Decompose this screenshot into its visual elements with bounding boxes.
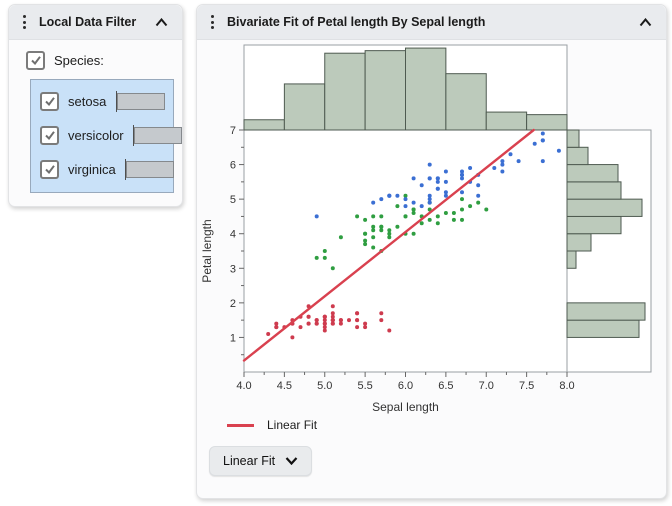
axes: 4.0 4.5 5.0 5.5 6.0 6.5 7.0 7.5 8.0 1 2 3 4 5 6 7 Sepal … bbox=[200, 125, 575, 414]
level-count-axis bbox=[132, 125, 182, 146]
bivariate-panel-title: Bivariate Fit of Petal length By Sepal l… bbox=[227, 15, 486, 29]
sepal-length-histogram bbox=[243, 47, 568, 131]
svg-text:2: 2 bbox=[230, 298, 236, 310]
filter-field-row: Species: bbox=[26, 51, 182, 70]
svg-text:4.5: 4.5 bbox=[277, 380, 292, 392]
local-data-filter-panel: Local Data Filter Species: se bbox=[8, 4, 183, 207]
bivariate-fit-panel: Bivariate Fit of Petal length By Sepal l… bbox=[196, 4, 667, 499]
chevron-up-icon bbox=[155, 17, 168, 26]
svg-text:8.0: 8.0 bbox=[559, 380, 574, 392]
svg-text:7.5: 7.5 bbox=[519, 380, 534, 392]
svg-text:6.0: 6.0 bbox=[398, 380, 413, 392]
level-count-bar bbox=[133, 127, 182, 144]
svg-text:6.5: 6.5 bbox=[438, 380, 453, 392]
filter-levels-box: setosa versicolor virginica bbox=[30, 79, 182, 193]
svg-text:3: 3 bbox=[230, 263, 236, 275]
filter-level-virginica[interactable]: virginica bbox=[40, 159, 174, 180]
chevron-down-icon bbox=[285, 457, 298, 465]
filter-collapse-button[interactable] bbox=[153, 16, 170, 29]
svg-text:7.0: 7.0 bbox=[479, 380, 494, 392]
level-count-axis bbox=[124, 159, 174, 180]
bivariate-panel-header: Bivariate Fit of Petal length By Sepal l… bbox=[197, 5, 666, 40]
filter-level-versicolor[interactable]: versicolor bbox=[40, 125, 182, 146]
level-label: setosa bbox=[68, 94, 107, 109]
svg-text:6: 6 bbox=[230, 160, 236, 172]
bivariate-collapse-button[interactable] bbox=[637, 16, 654, 29]
scatter-points-versicolor bbox=[314, 193, 489, 271]
filter-panel-header: Local Data Filter bbox=[9, 5, 182, 40]
check-icon bbox=[44, 131, 55, 140]
chevron-up-icon bbox=[639, 17, 652, 26]
filter-menu-icon[interactable] bbox=[21, 13, 28, 31]
level-label: versicolor bbox=[68, 128, 124, 143]
check-icon bbox=[44, 165, 55, 174]
species-checkbox[interactable] bbox=[26, 51, 45, 70]
level-count-bar bbox=[117, 93, 165, 110]
linear-fit-swatch bbox=[227, 423, 254, 427]
fit-legend: Linear Fit bbox=[227, 418, 666, 432]
svg-text:5.0: 5.0 bbox=[317, 380, 332, 392]
level-count-bar bbox=[125, 161, 174, 178]
x-axis-title: Sepal length bbox=[372, 400, 439, 414]
svg-text:1: 1 bbox=[230, 332, 236, 344]
svg-text:4: 4 bbox=[230, 229, 236, 241]
petal-length-histogram bbox=[566, 129, 646, 338]
scatter-points-setosa bbox=[266, 304, 392, 340]
svg-text:4.0: 4.0 bbox=[236, 380, 251, 392]
y-axis-title: Petal length bbox=[200, 219, 214, 282]
linear-fit-legend-label: Linear Fit bbox=[267, 418, 318, 432]
linear-fit-dropdown-button[interactable]: Linear Fit bbox=[209, 446, 313, 476]
filter-field-label: Species: bbox=[54, 53, 104, 68]
level-label: virginica bbox=[68, 162, 116, 177]
check-icon bbox=[30, 56, 41, 65]
check-icon bbox=[44, 97, 55, 106]
linear-fit-line bbox=[242, 128, 535, 362]
linear-fit-button-label: Linear Fit bbox=[223, 454, 276, 468]
filter-panel-title: Local Data Filter bbox=[39, 15, 137, 29]
svg-text:5.5: 5.5 bbox=[357, 380, 372, 392]
svg-text:7: 7 bbox=[230, 125, 236, 137]
virginica-checkbox[interactable] bbox=[40, 160, 59, 179]
fit-button-row: Linear Fit bbox=[209, 446, 666, 476]
setosa-checkbox[interactable] bbox=[40, 92, 59, 111]
bivariate-plot[interactable]: 4.0 4.5 5.0 5.5 6.0 6.5 7.0 7.5 8.0 1 2 3 4 5 6 7 Sepal … bbox=[197, 41, 663, 415]
filter-level-setosa[interactable]: setosa bbox=[40, 91, 165, 112]
bivariate-menu-icon[interactable] bbox=[209, 13, 216, 31]
svg-text:5: 5 bbox=[230, 194, 236, 206]
versicolor-checkbox[interactable] bbox=[40, 126, 59, 145]
level-count-axis bbox=[116, 91, 165, 112]
